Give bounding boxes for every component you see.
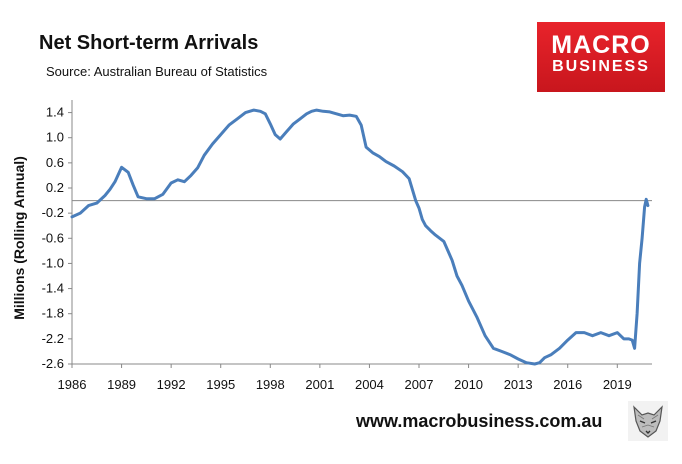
chart-axes	[71, 100, 652, 365]
x-tick-label: 1992	[157, 377, 186, 392]
chart-series	[70, 108, 650, 366]
x-tick-label: 2007	[405, 377, 434, 392]
x-tick-label: 1998	[256, 377, 285, 392]
y-tick-label: -2.2	[42, 331, 64, 346]
y-tick-label: 1.0	[46, 130, 64, 145]
logo-line-2: BUSINESS	[552, 58, 650, 75]
x-tick-label: 2019	[603, 377, 632, 392]
x-tick-label: 2016	[553, 377, 582, 392]
macrobusiness-logo[interactable]: MACRO BUSINESS	[537, 22, 665, 92]
x-tick-label: 2013	[504, 377, 533, 392]
x-tick-label: 2001	[305, 377, 334, 392]
y-tick-label: -1.4	[42, 281, 64, 296]
x-tick-label: 1995	[206, 377, 235, 392]
chart-ticks: 1.4 1.0 0.6 0.2 -0.2 -0.6 -1.0 -1.4 -1.8 -2.2 -2.6…	[42, 105, 632, 392]
x-tick-label: 2010	[454, 377, 483, 392]
y-axis-label: Millions (Rolling Annual)	[11, 156, 27, 320]
logo-line-1: MACRO	[551, 31, 651, 59]
y-tick-label: -1.0	[42, 255, 64, 270]
series-line	[70, 108, 650, 366]
fox-icon	[628, 401, 668, 441]
y-tick-label: -1.8	[42, 306, 64, 321]
x-tick-label: 1986	[58, 377, 87, 392]
y-tick-label: -2.6	[42, 356, 64, 371]
x-tick-label: 2004	[355, 377, 384, 392]
website-url[interactable]: www.macrobusiness.com.au	[356, 411, 603, 431]
chart-source: Source: Australian Bureau of Statistics	[46, 64, 268, 79]
y-tick-label: 0.2	[46, 180, 64, 195]
chart-title: Net Short-term Arrivals	[39, 32, 259, 54]
y-tick-label: 0.6	[46, 155, 64, 170]
y-tick-label: -0.6	[42, 230, 64, 245]
y-tick-label: -0.2	[42, 205, 64, 220]
x-tick-label: 1989	[107, 377, 136, 392]
y-tick-label: 1.4	[46, 105, 64, 120]
